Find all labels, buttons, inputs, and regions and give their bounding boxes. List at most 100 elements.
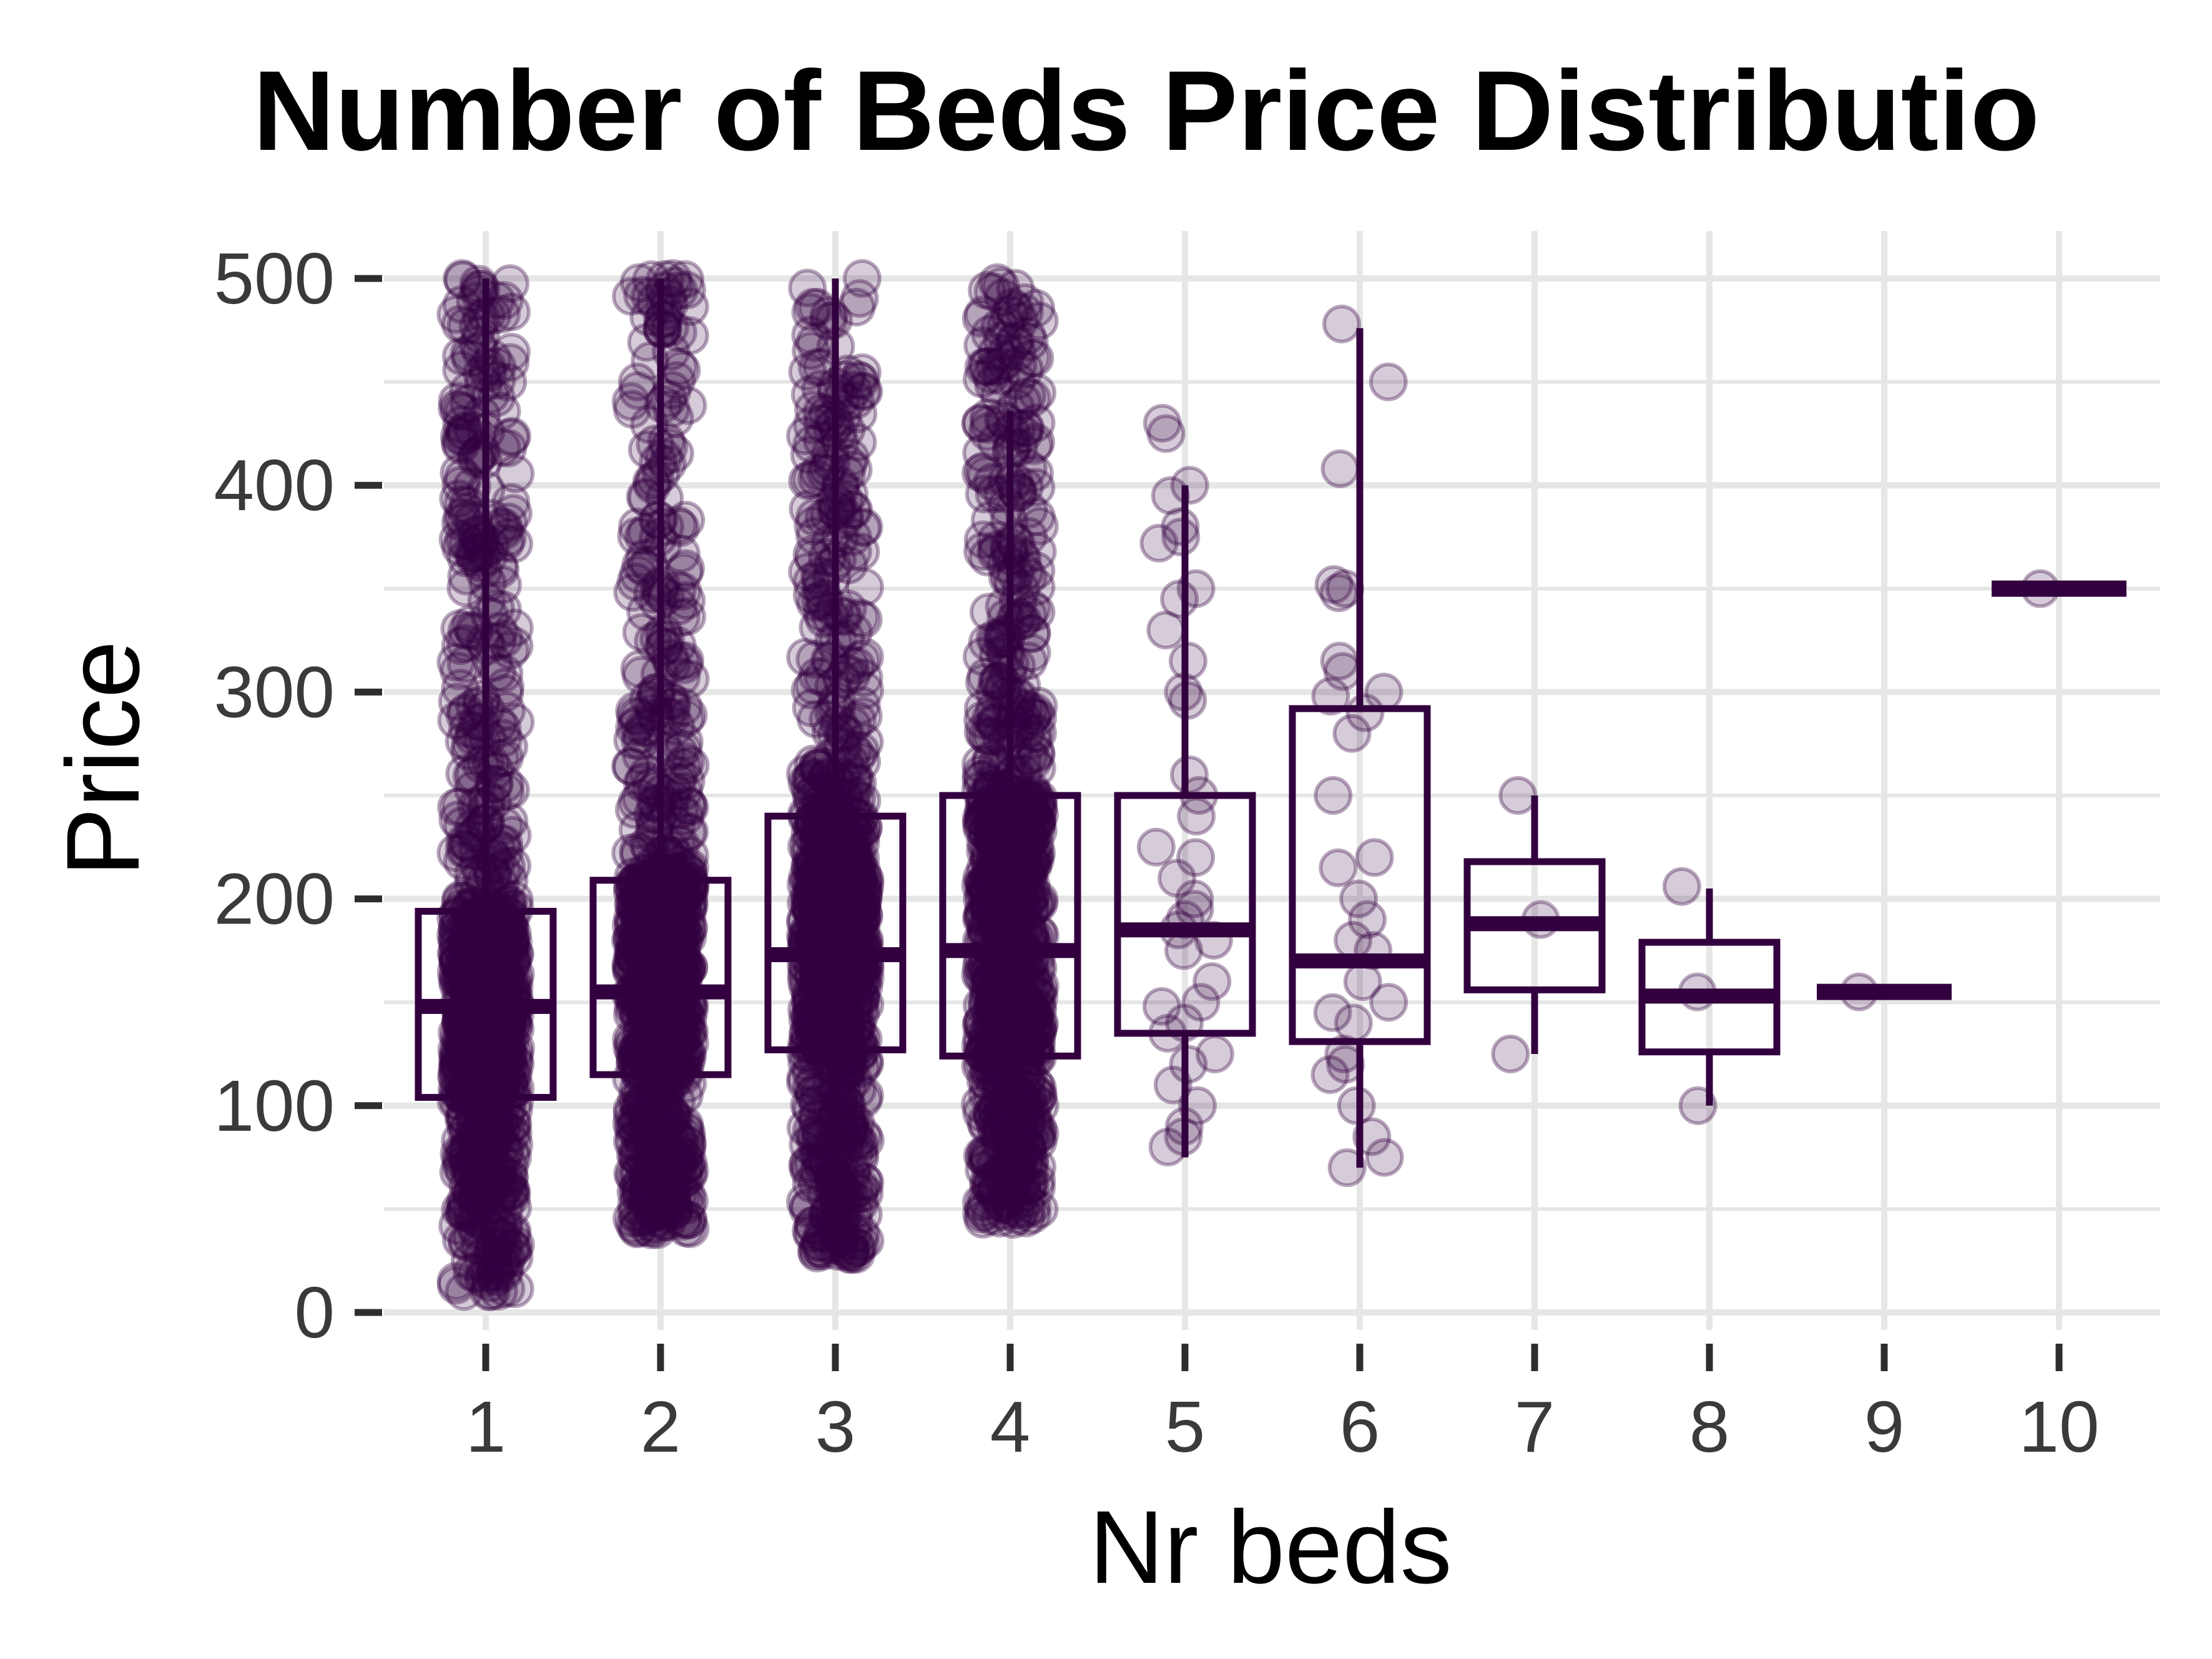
data-point (823, 727, 863, 767)
data-point (454, 717, 493, 757)
data-point (787, 1025, 826, 1064)
data-point (479, 546, 519, 586)
data-point (841, 362, 880, 401)
data-point (437, 701, 476, 740)
data-point (1146, 611, 1186, 650)
data-point (479, 1074, 518, 1113)
data-point (477, 1040, 516, 1080)
data-point (477, 952, 516, 991)
data-point (649, 681, 689, 721)
y-axis: 0 100 200 300 400 500 (214, 238, 382, 1353)
data-point (493, 1138, 532, 1177)
data-point (480, 1101, 519, 1141)
x-tick-label: 4 (990, 1386, 1031, 1467)
data-point (473, 1031, 513, 1071)
x-tick-label: 6 (1340, 1386, 1380, 1467)
data-point (443, 458, 483, 497)
data-point (443, 942, 483, 982)
data-point (487, 1165, 526, 1204)
data-point (478, 1043, 518, 1083)
data-point (474, 1056, 513, 1095)
data-point (494, 1229, 533, 1268)
data-point (491, 1020, 530, 1060)
data-point (492, 1172, 531, 1211)
data-point (1139, 523, 1179, 563)
data-point (495, 935, 534, 974)
data-point (466, 1036, 505, 1075)
data-point (477, 952, 516, 992)
data-point (478, 954, 517, 993)
data-point (492, 416, 531, 456)
data-point (486, 1025, 526, 1065)
data-point (1010, 322, 1049, 362)
data-point (453, 770, 493, 809)
data-point (471, 1036, 511, 1076)
data-point (1320, 449, 1360, 488)
data-point (471, 1263, 511, 1302)
data-point (963, 759, 1003, 799)
data-point (491, 483, 531, 522)
data-point (443, 806, 482, 845)
data-point (626, 926, 666, 965)
data-point (438, 1206, 478, 1245)
data-point (469, 1253, 509, 1292)
data-point (479, 1207, 519, 1246)
data-point (980, 376, 1019, 415)
data-point (669, 908, 709, 947)
data-point (488, 939, 527, 978)
data-point (438, 917, 477, 956)
data-point (462, 1128, 501, 1167)
data-point (474, 1046, 514, 1085)
data-point (444, 521, 483, 560)
data-point (479, 961, 519, 1000)
data-point (442, 1146, 481, 1186)
data-point (493, 1104, 532, 1143)
data-point (789, 490, 828, 529)
data-point (1369, 362, 1408, 401)
data-point (1491, 1035, 1530, 1073)
data-point (1369, 983, 1408, 1022)
data-point (441, 1190, 480, 1229)
data-point (453, 925, 492, 965)
data-point (469, 918, 509, 957)
data-point (496, 1225, 535, 1264)
x-tick-label: 8 (1689, 1386, 1730, 1467)
data-point (466, 1041, 506, 1080)
data-point (438, 1047, 478, 1086)
data-point (445, 1024, 484, 1063)
data-point (468, 1022, 508, 1061)
data-point (669, 1200, 708, 1239)
data-point (490, 264, 529, 303)
data-point (488, 428, 528, 468)
data-point (487, 957, 526, 997)
x-tick-label: 9 (1864, 1386, 1905, 1467)
data-point (461, 1021, 500, 1061)
data-point (494, 1034, 534, 1073)
jitter-points (436, 259, 2060, 1311)
data-point (484, 511, 524, 551)
data-point (661, 641, 700, 681)
data-point (464, 924, 503, 963)
data-point (489, 1038, 529, 1077)
data-point (478, 1053, 518, 1092)
data-point (1332, 714, 1372, 753)
data-point (996, 695, 1035, 734)
data-point (1164, 931, 1204, 970)
data-point (478, 1043, 518, 1082)
data-point (441, 528, 480, 567)
data-point (441, 958, 480, 998)
data-point (484, 1033, 524, 1072)
box-7 (1463, 795, 1606, 1054)
data-point (461, 1159, 501, 1199)
data-point (443, 418, 482, 457)
data-point (1136, 827, 1176, 867)
data-point (441, 1045, 481, 1084)
data-point (621, 715, 661, 754)
data-point (461, 1053, 501, 1092)
data-point (445, 830, 484, 869)
data-point (1310, 1055, 1350, 1095)
data-point (443, 259, 482, 298)
y-tick-label: 400 (214, 445, 335, 526)
data-point (471, 1209, 510, 1248)
data-point (840, 598, 880, 638)
